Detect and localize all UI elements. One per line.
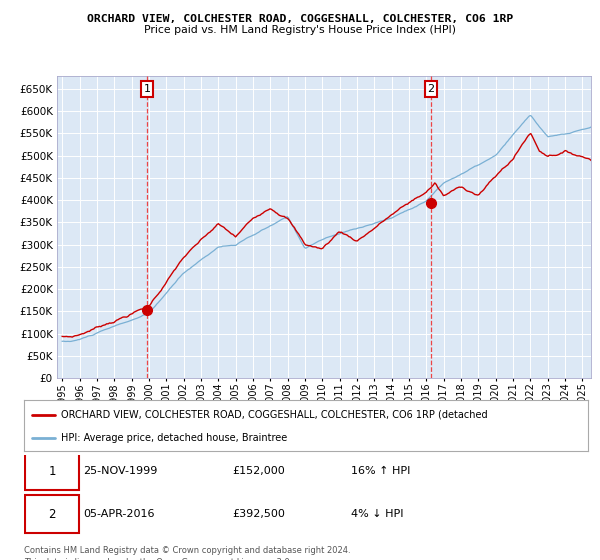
Text: 25-NOV-1999: 25-NOV-1999 <box>83 466 158 477</box>
Text: £392,500: £392,500 <box>233 510 286 519</box>
Text: ORCHARD VIEW, COLCHESTER ROAD, COGGESHALL, COLCHESTER, CO6 1RP (detached: ORCHARD VIEW, COLCHESTER ROAD, COGGESHAL… <box>61 409 487 419</box>
Text: Price paid vs. HM Land Registry's House Price Index (HPI): Price paid vs. HM Land Registry's House … <box>144 25 456 35</box>
Text: 2: 2 <box>427 84 434 94</box>
Text: 05-APR-2016: 05-APR-2016 <box>83 510 155 519</box>
Text: 1: 1 <box>143 84 151 94</box>
Text: 1: 1 <box>49 465 56 478</box>
FancyBboxPatch shape <box>25 452 79 491</box>
Text: 2: 2 <box>49 508 56 521</box>
FancyBboxPatch shape <box>25 496 79 534</box>
Text: Contains HM Land Registry data © Crown copyright and database right 2024.
This d: Contains HM Land Registry data © Crown c… <box>24 546 350 560</box>
Text: £152,000: £152,000 <box>233 466 286 477</box>
Text: 16% ↑ HPI: 16% ↑ HPI <box>351 466 410 477</box>
Text: ORCHARD VIEW, COLCHESTER ROAD, COGGESHALL, COLCHESTER, CO6 1RP: ORCHARD VIEW, COLCHESTER ROAD, COGGESHAL… <box>87 14 513 24</box>
Text: 4% ↓ HPI: 4% ↓ HPI <box>351 510 404 519</box>
Text: HPI: Average price, detached house, Braintree: HPI: Average price, detached house, Brai… <box>61 433 287 443</box>
